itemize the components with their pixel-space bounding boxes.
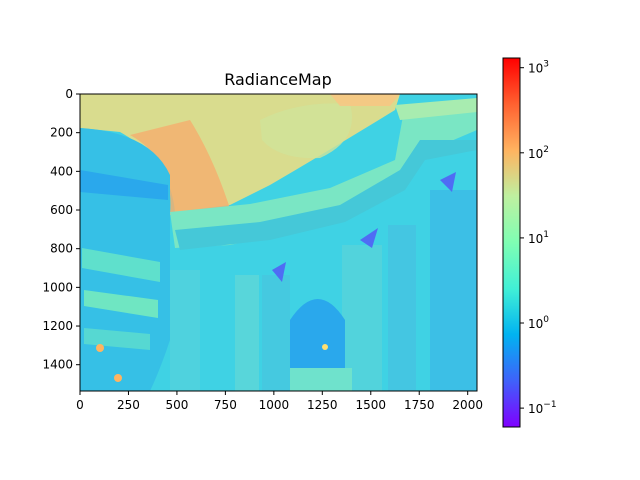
y-tick-label: 1200 (42, 319, 73, 333)
x-tick-label: 1000 (259, 398, 290, 412)
plot-frame (79, 93, 478, 392)
colorbar-tick-label: 100 (528, 315, 549, 331)
radiance-image (80, 94, 477, 391)
y-tick-label: 1000 (42, 280, 73, 294)
colorbar-tick-label: 103 (528, 60, 549, 76)
x-tick-label: 250 (117, 398, 140, 412)
x-tick-label: 500 (165, 398, 188, 412)
x-tick-label: 0 (76, 398, 84, 412)
x-tick-label: 750 (214, 398, 237, 412)
x-tick-label: 2000 (452, 398, 483, 412)
y-tick-label: 600 (50, 203, 73, 217)
colorbar-axis: 10−1 100 101 102 103 (520, 60, 557, 416)
chart-title: RadianceMap (224, 70, 332, 89)
y-tick-label: 1400 (42, 358, 73, 372)
x-tick-label: 1750 (404, 398, 435, 412)
x-axis: 0 250 500 750 1000 1250 1500 1750 2000 (76, 391, 483, 412)
y-tick-label: 800 (50, 242, 73, 256)
x-tick-label: 1250 (307, 398, 338, 412)
y-tick-label: 400 (50, 164, 73, 178)
colorbar-tick-label: 10−1 (528, 400, 557, 416)
y-tick-label: 0 (65, 87, 73, 101)
colorbar-tick-label: 101 (528, 230, 549, 246)
colorbar-tick-label: 102 (528, 145, 549, 161)
y-tick-label: 200 (50, 126, 73, 140)
x-tick-label: 1500 (355, 398, 386, 412)
y-axis: 0 200 400 600 800 1000 1200 1400 (42, 87, 80, 372)
colorbar (502, 57, 521, 428)
